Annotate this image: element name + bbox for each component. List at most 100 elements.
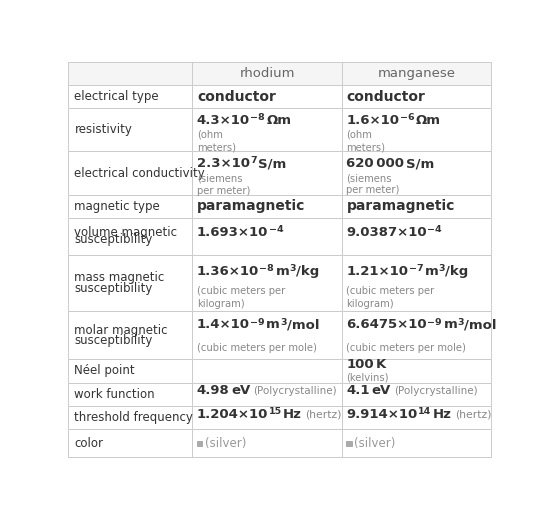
Bar <box>68 62 192 85</box>
Bar <box>197 440 203 446</box>
Text: Ωm: Ωm <box>266 114 292 127</box>
Text: 3: 3 <box>289 265 296 273</box>
Text: 1.4×10: 1.4×10 <box>197 319 250 332</box>
Text: (silver): (silver) <box>354 437 396 450</box>
Text: 3: 3 <box>458 318 464 327</box>
Text: rhodium: rhodium <box>239 67 295 80</box>
Text: eV: eV <box>231 384 251 397</box>
Text: −7: −7 <box>409 264 423 273</box>
Text: m: m <box>425 265 438 278</box>
Text: (siemens
per meter): (siemens per meter) <box>197 173 250 195</box>
Bar <box>68 85 192 108</box>
Bar <box>342 218 491 254</box>
Text: −9: −9 <box>428 318 442 326</box>
Bar <box>192 429 342 457</box>
Text: color: color <box>74 437 103 450</box>
Bar <box>192 152 342 195</box>
Bar <box>192 254 342 311</box>
Text: m: m <box>266 319 280 332</box>
Bar <box>192 406 342 429</box>
Text: /kg: /kg <box>446 265 468 278</box>
Text: m: m <box>443 319 457 332</box>
Text: 3: 3 <box>280 318 287 327</box>
Text: Hz: Hz <box>433 408 452 420</box>
Text: 1.693×10: 1.693×10 <box>197 226 268 240</box>
Text: conductor: conductor <box>347 89 425 104</box>
Bar <box>192 85 342 108</box>
Text: 4.98: 4.98 <box>197 384 230 397</box>
Text: m: m <box>276 265 289 278</box>
Text: 1.204×10: 1.204×10 <box>197 408 268 420</box>
Bar <box>342 85 491 108</box>
Bar <box>68 254 192 311</box>
Text: −8: −8 <box>250 113 265 122</box>
Text: 9.0387×10: 9.0387×10 <box>347 226 427 240</box>
Text: (cubic meters per mole): (cubic meters per mole) <box>197 343 317 353</box>
Bar <box>342 108 491 152</box>
Text: magnetic type: magnetic type <box>74 200 160 213</box>
Text: /mol: /mol <box>464 319 496 332</box>
Text: (siemens
per meter): (siemens per meter) <box>347 174 400 195</box>
Text: −8: −8 <box>259 264 274 273</box>
Text: manganese: manganese <box>378 67 455 80</box>
Text: susceptibility: susceptibility <box>74 233 153 246</box>
Text: K: K <box>376 358 386 371</box>
Text: 3: 3 <box>439 265 446 273</box>
Bar <box>68 311 192 359</box>
Bar <box>192 195 342 218</box>
Text: resistivity: resistivity <box>74 123 132 136</box>
Text: (hertz): (hertz) <box>305 410 342 419</box>
Text: −6: −6 <box>400 113 414 122</box>
Text: S/m: S/m <box>258 157 287 170</box>
Bar <box>192 311 342 359</box>
Text: (cubic meters per
kilogram): (cubic meters per kilogram) <box>347 286 435 309</box>
Text: 1.36×10: 1.36×10 <box>197 265 259 278</box>
Text: (Polycrystalline): (Polycrystalline) <box>253 386 337 396</box>
Text: /mol: /mol <box>287 319 319 332</box>
Bar <box>342 254 491 311</box>
Text: 1.21×10: 1.21×10 <box>347 265 408 278</box>
Text: (kelvins): (kelvins) <box>347 372 389 382</box>
Text: /kg: /kg <box>296 265 319 278</box>
Text: 7: 7 <box>250 156 257 165</box>
Text: (cubic meters per mole): (cubic meters per mole) <box>347 343 466 353</box>
Bar <box>342 311 491 359</box>
Text: volume magnetic: volume magnetic <box>74 226 177 239</box>
Bar <box>68 218 192 254</box>
Text: Ωm: Ωm <box>416 114 441 127</box>
Bar <box>68 429 192 457</box>
Text: paramagnetic: paramagnetic <box>347 199 455 213</box>
Text: −9: −9 <box>250 318 265 326</box>
Text: conductor: conductor <box>197 89 276 104</box>
Text: paramagnetic: paramagnetic <box>197 199 305 213</box>
Bar <box>342 406 491 429</box>
Text: 2.3×10: 2.3×10 <box>197 157 250 170</box>
Text: 4.1: 4.1 <box>347 384 370 397</box>
Text: electrical conductivity: electrical conductivity <box>74 167 205 179</box>
Text: −4: −4 <box>269 226 283 234</box>
Text: 4.3×10: 4.3×10 <box>197 114 250 127</box>
Bar <box>68 195 192 218</box>
Bar <box>192 382 342 406</box>
Text: Hz: Hz <box>283 408 302 420</box>
Text: (ohm
meters): (ohm meters) <box>197 130 236 152</box>
Text: susceptibility: susceptibility <box>74 282 153 295</box>
Text: 15: 15 <box>269 407 282 416</box>
Text: (ohm
meters): (ohm meters) <box>347 130 385 152</box>
Text: (silver): (silver) <box>205 437 246 450</box>
Text: (hertz): (hertz) <box>455 410 491 419</box>
Text: 1.6×10: 1.6×10 <box>347 114 400 127</box>
Bar <box>68 359 192 382</box>
Text: 100: 100 <box>347 358 374 371</box>
Text: Néel point: Néel point <box>74 364 135 377</box>
Text: eV: eV <box>371 384 391 397</box>
Text: susceptibility: susceptibility <box>74 334 153 346</box>
Text: 6.6475×10: 6.6475×10 <box>347 319 427 332</box>
Bar <box>342 152 491 195</box>
Bar <box>192 108 342 152</box>
Text: 14: 14 <box>418 407 431 416</box>
Text: mass magnetic: mass magnetic <box>74 271 165 284</box>
Bar <box>342 382 491 406</box>
Text: 9.914×10: 9.914×10 <box>347 408 418 420</box>
Bar <box>68 152 192 195</box>
